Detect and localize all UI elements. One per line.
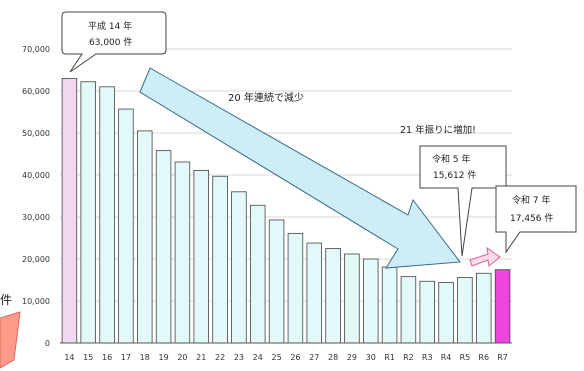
bar: [494, 269, 511, 344]
x-tick-label: R1: [384, 353, 395, 362]
bar: [268, 219, 285, 344]
bar: [325, 248, 341, 344]
bar: [344, 253, 360, 344]
y-tick-label: 0: [45, 339, 50, 348]
bar: [381, 266, 398, 344]
x-tick-label: 30: [366, 353, 376, 362]
increase-arrow: [469, 246, 501, 267]
x-tick-label: 23: [234, 353, 244, 362]
x-tick-label: 16: [102, 353, 112, 362]
left-callout-fragment: 件: [0, 293, 12, 307]
left-callout-shape: 件: [0, 293, 21, 369]
bar: [287, 232, 304, 344]
x-tick-label: 15: [83, 353, 93, 362]
r7-callout: 令和 7 年 17,456 件: [495, 185, 577, 254]
bar: [457, 277, 473, 344]
bar: [400, 276, 417, 344]
bar: [212, 175, 228, 344]
x-tick-label: 18: [140, 353, 150, 362]
r7-callout-line2: 17,456 件: [510, 212, 553, 224]
bar: [61, 78, 78, 344]
y-tick-label: 60,000: [22, 87, 50, 96]
x-tick-label: 24: [253, 353, 263, 362]
bar: [80, 81, 96, 344]
bar: [250, 204, 266, 344]
r7-callout-line1: 令和 7 年: [512, 194, 550, 206]
r5-callout: 令和 5 年 15,612 件: [419, 145, 507, 257]
x-tick-label: 21: [196, 353, 206, 362]
y-axis: 0 10,000 20,000 30,000 40,000 50,000 60,000 70,…: [22, 45, 50, 348]
bar: [231, 191, 247, 344]
peak-callout: 平成 14 年 63,000 件: [61, 11, 167, 73]
x-tick-label: R7: [497, 353, 508, 362]
x-tick-label: 29: [347, 353, 357, 362]
bar: [174, 161, 191, 344]
y-tick-label: 50,000: [22, 129, 50, 138]
x-axis: 14 15 16 17 18 19 20 21 22 23 24 25 26 27 28 29 30 R1 R2 R3…: [60, 342, 512, 362]
bar: [155, 150, 172, 344]
y-tick-label: 30,000: [22, 213, 50, 222]
bar: [193, 169, 209, 344]
y-tick-label: 10,000: [22, 297, 50, 306]
bar: [438, 282, 454, 344]
x-tick-label: R4: [441, 353, 452, 362]
bar: [419, 280, 435, 344]
x-tick-label: R6: [478, 353, 489, 362]
x-tick-label: 20: [177, 353, 187, 362]
peak-callout-line2: 63,000 件: [89, 36, 132, 48]
decrease-label: 20 年連続で減少: [228, 91, 304, 104]
bar: [363, 258, 379, 344]
peak-callout-line1: 平成 14 年: [88, 20, 132, 32]
x-tick-label: 14: [64, 353, 74, 362]
x-tick-label: 27: [309, 353, 319, 362]
bar: [118, 108, 134, 344]
bars: [61, 78, 511, 344]
bar: [476, 272, 492, 344]
x-tick-label: R2: [403, 353, 414, 362]
x-tick-label: R5: [460, 353, 471, 362]
x-tick-label: R3: [422, 353, 433, 362]
bar: [99, 86, 115, 344]
y-tick-label: 70,000: [22, 45, 50, 54]
decrease-arrow: [139, 67, 461, 269]
x-tick-label: 17: [121, 353, 131, 362]
x-tick-label: 25: [271, 353, 281, 362]
r5-callout-line1: 令和 5 年: [432, 153, 470, 165]
bar: [306, 242, 322, 344]
x-tick-label: 28: [328, 353, 338, 362]
increase-headline: 21 年振りに増加!: [400, 124, 476, 136]
y-tick-label: 20,000: [22, 255, 50, 264]
x-tick-label: 19: [158, 353, 168, 362]
x-tick-label: 22: [215, 353, 225, 362]
bar: [137, 130, 153, 344]
x-tick-label: 26: [290, 353, 300, 362]
r5-callout-line2: 15,612 件: [433, 169, 476, 181]
y-tick-label: 40,000: [22, 171, 50, 180]
